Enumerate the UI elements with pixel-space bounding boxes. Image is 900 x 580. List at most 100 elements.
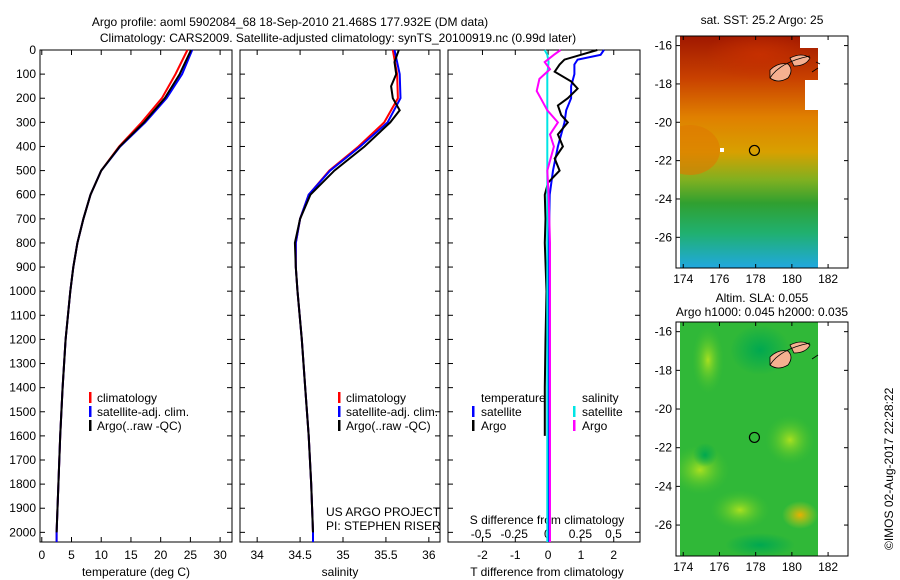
y-tick-label: 1000: [9, 284, 36, 298]
y-tick-label: 800: [16, 236, 36, 250]
y-tick-label: 0: [29, 43, 36, 57]
y-tick-label: 1900: [9, 501, 36, 515]
lon-tick-label: 182: [818, 560, 838, 574]
difference-legend: temperature salinity satellite Argo sate…: [472, 391, 623, 433]
legend-label-argo: Argo(..raw -QC): [97, 419, 182, 433]
lat-tick-label: -20: [655, 115, 673, 129]
x-tick-label: 35: [336, 548, 350, 562]
salinity-legend: climatology satellite-adj. clim. Argo(..…: [338, 391, 438, 433]
salinity-x-label: salinity: [322, 565, 359, 579]
lat-tick-label: -26: [655, 518, 673, 532]
s-tick-label: -0.25: [501, 527, 529, 541]
x-tick-label: -1: [510, 548, 521, 562]
legend-swatch-argo: [89, 420, 92, 431]
x-tick-label: 15: [124, 548, 138, 562]
x-tick-label: 0: [38, 548, 45, 562]
salinity-panel: salinity climatology satellite-adj. clim…: [239, 49, 441, 579]
y-tick-label: 1400: [9, 381, 36, 395]
legend-label-satellite: satellite-adj. clim.: [97, 405, 189, 419]
series-line-argo-raw-qc-: [293, 49, 401, 533]
figure-title: Argo profile: aoml 5902084_68 18-Sep-201…: [92, 15, 488, 29]
figure-subtitle: Climatology: CARS2009. Satellite-adjuste…: [100, 31, 576, 45]
legend-swatch-s-satellite: [573, 406, 576, 417]
temperature-plot-frame: [39, 49, 233, 543]
legend-swatch-s-argo: [573, 420, 576, 431]
x-tick-label: 36: [422, 548, 436, 562]
lat-tick-label: -18: [655, 77, 673, 91]
pi-annotation: PI: STEPHEN RISER: [326, 519, 441, 533]
legend-label-t-argo: Argo: [481, 419, 507, 433]
x-tick-label: 20: [154, 548, 168, 562]
y-tick-label: 100: [16, 67, 36, 81]
x-tick-label: 5: [68, 548, 75, 562]
lon-tick-label: 174: [673, 560, 693, 574]
legend-label-s-argo: Argo: [582, 419, 608, 433]
difference-panel: T difference from climatology S differen…: [447, 49, 641, 579]
x-tick-label: 2: [610, 548, 617, 562]
series-line-satellite-adj-clim-: [55, 49, 194, 542]
y-tick-label: 1300: [9, 357, 36, 371]
argo-location-marker: [748, 144, 761, 157]
legend-swatch-climatology: [89, 392, 92, 403]
series-line-temperature-argo: [543, 49, 598, 436]
legend-label-climatology: climatology: [346, 391, 406, 405]
argo-location-marker: [748, 431, 761, 444]
s-tick-label: 0.25: [569, 527, 593, 541]
lat-tick-label: -18: [655, 363, 673, 377]
sla-map: Altim. SLA: 0.055 Argo h1000: 0.045 h200…: [655, 291, 849, 574]
lon-tick-label: 178: [746, 560, 766, 574]
legend-swatch-t-argo: [472, 420, 475, 431]
s-tick-label: 0.5: [605, 527, 622, 541]
lat-tick-label: -16: [655, 39, 673, 53]
x-tick-label: 25: [184, 548, 198, 562]
sst-map-frame: [675, 35, 849, 269]
legend-label-satellite: satellite-adj. clim.: [346, 405, 438, 419]
x-tick-label: 0: [545, 548, 552, 562]
lat-tick-label: -24: [655, 192, 673, 206]
s-tick-label: -0.5: [471, 527, 492, 541]
y-tick-label: 400: [16, 139, 36, 153]
series-line-argo-raw-qc-: [55, 49, 192, 533]
legend-label-t-satellite: satellite: [481, 405, 522, 419]
lat-tick-label: -22: [655, 154, 673, 168]
series-line-salinity-argo: [535, 49, 562, 542]
lon-tick-label: 178: [746, 272, 766, 286]
lon-tick-label: 180: [782, 272, 802, 286]
y-tick-label: 1100: [10, 308, 36, 322]
fiji-land: [769, 54, 821, 82]
x-tick-label: 34: [250, 548, 264, 562]
project-annotation: US ARGO PROJECT: [326, 505, 441, 519]
sst-map: sat. SST: 25.2 Argo: 25 174 176 178 180 182 -…: [655, 13, 849, 286]
y-tick-label: 1500: [9, 405, 36, 419]
y-tick-label: 1700: [9, 453, 36, 467]
y-tick-label: 1200: [9, 332, 36, 346]
series-line-salinity-satellite: [543, 49, 550, 542]
lat-tick-label: -16: [655, 325, 673, 339]
lon-tick-label: 176: [709, 272, 729, 286]
sla-map-frame: [675, 321, 849, 557]
series-line-satellite-adj-clim-: [294, 49, 402, 542]
t-difference-x-label: T difference from climatology: [470, 565, 624, 579]
y-tick-label: 2000: [9, 525, 36, 539]
lon-tick-label: 180: [782, 560, 802, 574]
x-tick-label: 30: [213, 548, 227, 562]
lon-tick-label: 176: [709, 560, 729, 574]
x-tick-label: 34.5: [288, 548, 312, 562]
lat-tick-label: -24: [655, 479, 673, 493]
lon-tick-label: 174: [673, 272, 693, 286]
legend-header-salinity: salinity: [582, 391, 619, 405]
legend-header-temperature: temperature: [481, 391, 546, 405]
lat-tick-label: -26: [655, 230, 673, 244]
legend-swatch-satellite: [89, 406, 92, 417]
legend-swatch-satellite: [338, 406, 341, 417]
y-tick-label: 500: [16, 164, 36, 178]
legend-label-s-satellite: satellite: [582, 405, 623, 419]
x-tick-label: -2: [477, 548, 488, 562]
x-tick-label: 1: [578, 548, 585, 562]
temperature-x-label: temperature (deg C): [82, 565, 190, 579]
sla-map-title: Altim. SLA: 0.055: [716, 291, 809, 305]
lat-tick-label: -22: [655, 441, 673, 455]
y-tick-label: 600: [16, 188, 36, 202]
difference-plot-frame: [447, 49, 641, 543]
